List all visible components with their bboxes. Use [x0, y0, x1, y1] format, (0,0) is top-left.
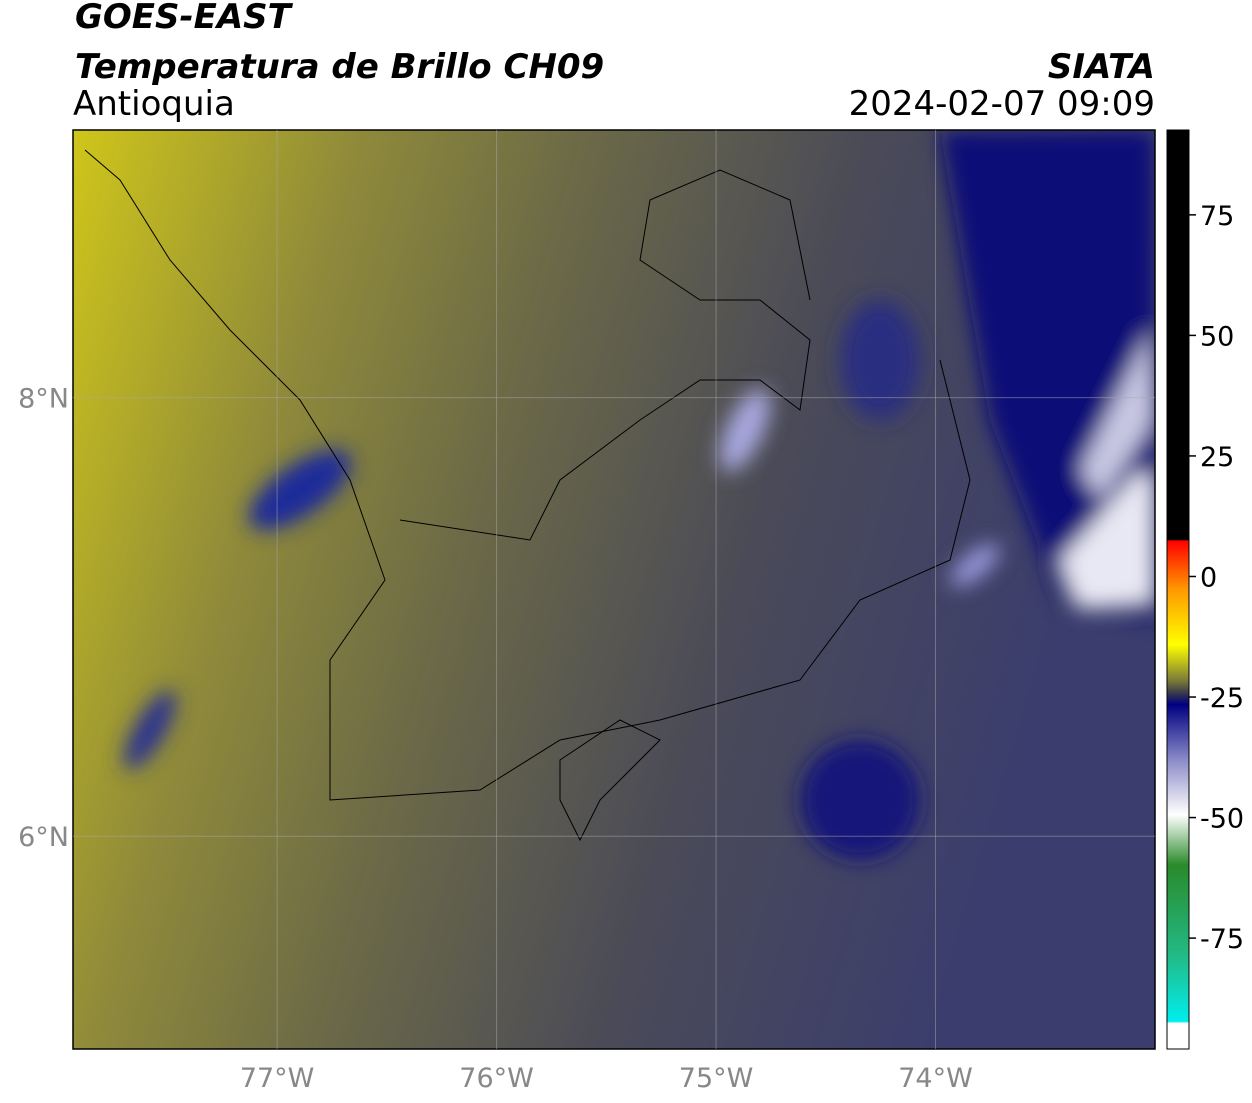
x-tick-label: 77°W	[240, 1063, 315, 1094]
x-tick-label: 75°W	[679, 1063, 754, 1094]
colorbar-tick-label: -50	[1200, 804, 1244, 835]
map-frame	[72, 129, 1156, 1050]
region: Antioquia	[73, 84, 235, 124]
colorbar-tick-label: 50	[1200, 321, 1234, 352]
colorbar-tick-label: 75	[1200, 201, 1234, 232]
y-tick-label: 6°N	[18, 822, 69, 853]
colorbar-tick-label: -25	[1200, 683, 1244, 714]
colorbar-tick-label: -75	[1200, 924, 1244, 955]
x-tick-label: 74°W	[898, 1063, 973, 1094]
source: SIATA	[1048, 47, 1155, 87]
title: GOES-EAST	[75, 0, 294, 37]
y-tick-label: 8°N	[18, 384, 69, 415]
colorbar-tick-label: 0	[1200, 562, 1217, 593]
colorbar	[1166, 129, 1190, 1050]
subtitle: Temperatura de Brillo CH09	[75, 47, 604, 87]
map-image	[73, 130, 1155, 1049]
colorbar-tick-label: 25	[1200, 442, 1234, 473]
x-tick-label: 76°W	[459, 1063, 534, 1094]
datetime: 2024-02-07 09:09	[849, 84, 1155, 124]
